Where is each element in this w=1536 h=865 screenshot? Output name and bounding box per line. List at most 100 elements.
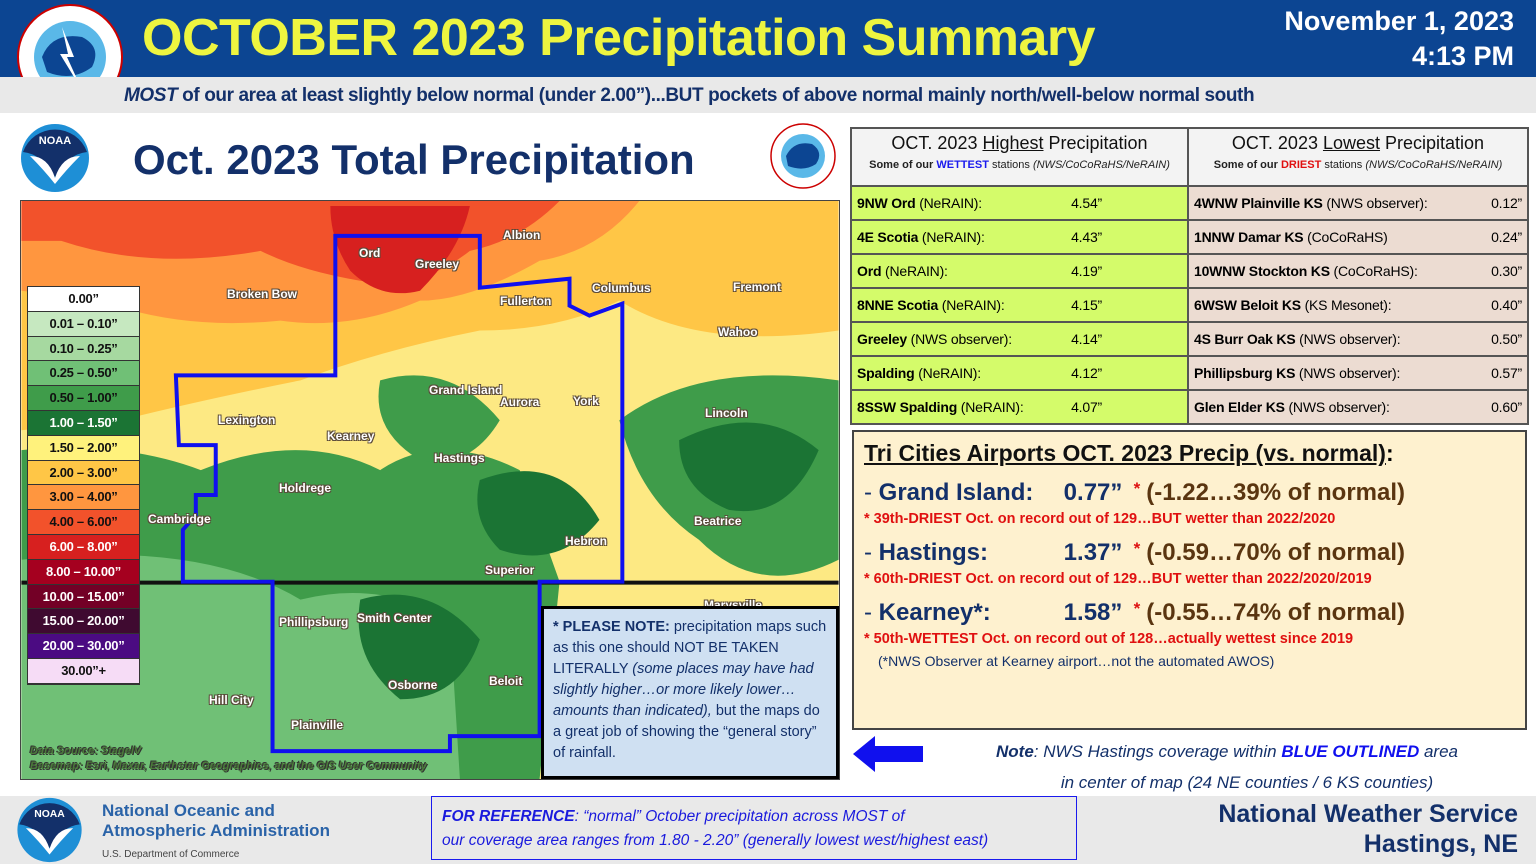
note-italic: (some places may have had slightly highe… — [553, 661, 814, 719]
station-name: 9NW Ord — [857, 195, 916, 211]
lowest-station-cell: 0.57” Phillipsburg KS (NWS observer): — [1187, 355, 1529, 391]
table-row: 4.15” 8NNE Scotia (NeRAIN): 0.40” 6WSW Belo… — [850, 287, 1529, 323]
station-name: 4WNW Plainville KS — [1194, 195, 1323, 211]
station-name: 4E Scotia — [857, 229, 919, 245]
station-name: 8NNE Scotia — [857, 297, 939, 313]
city-label: Fremont — [733, 280, 781, 294]
please-note-box: * PLEASE NOTE: precipitation maps such a… — [541, 606, 839, 779]
legend-item: 0.10 – 0.25” — [28, 336, 139, 362]
station-source: (NeRAIN): — [938, 297, 1005, 313]
station-source: (CoCoRaHS) — [1303, 229, 1388, 245]
city-label: Holdrege — [279, 481, 332, 495]
city-label: Hill City — [209, 693, 254, 707]
city-label: Smith Center — [357, 611, 432, 625]
station-value: 4.12” — [1071, 365, 1102, 381]
legend-item: 0.25 – 0.50” — [28, 361, 139, 387]
city-label: Fullerton — [500, 294, 552, 308]
city-label: Lincoln — [705, 406, 748, 420]
highest-station-cell: 4.14” Greeley (NWS observer): — [850, 321, 1189, 357]
kearney-footnote: (*NWS Observer at Kearney airport…not th… — [878, 653, 1275, 669]
tri-cities-box: Tri Cities Airports OCT. 2023 Precip (vs… — [852, 430, 1527, 730]
city-label: Broken Bow — [227, 287, 298, 301]
highest-station-cell: 4.43” 4E Scotia (NeRAIN): — [850, 219, 1189, 255]
airport-value: 1.58” — [1063, 599, 1123, 626]
legend-item: 4.00 – 6.00” — [28, 510, 139, 535]
timestamp: November 1, 2023 4:13 PM — [1254, 4, 1514, 74]
airport-name: Hastings: — [878, 539, 989, 566]
city-label: Superior — [485, 563, 535, 577]
city-label: Grand Island — [429, 383, 503, 397]
station-value: 4.15” — [1071, 297, 1102, 313]
table-row: 4.54” 9NW Ord (NeRAIN): 0.12” 4WNW Plainvil… — [850, 185, 1529, 221]
station-name: Greeley — [857, 331, 907, 347]
airport-record: * 60th-DRIEST Oct. on record out of 129…… — [864, 571, 1372, 587]
station-source: (NeRAIN): — [957, 399, 1024, 415]
station-name: Phillipsburg KS — [1194, 365, 1296, 381]
station-source: (NWS observer): — [1322, 195, 1428, 211]
airport-record: * 39th-DRIEST Oct. on record out of 129…… — [864, 511, 1336, 527]
airport-entry: - Hastings: 1.37” * (-0.59…70% of normal) * … — [864, 539, 1515, 587]
airport-value: 0.77” — [1063, 479, 1123, 506]
city-label: Wahoo — [718, 325, 758, 339]
city-label: Hastings — [434, 451, 485, 465]
highest-header: OCT. 2023 Highest Precipitation Some of … — [850, 127, 1189, 187]
lowest-station-cell: 0.60” Glen Elder KS (NWS observer): — [1187, 389, 1529, 425]
station-value: 0.57” — [1491, 365, 1522, 381]
airport-departure: (-0.55…74% of normal) — [1146, 599, 1406, 626]
airport-departure: (-1.22…39% of normal) — [1146, 479, 1406, 506]
lowest-station-cell: 0.50” 4S Burr Oak KS (NWS observer): — [1187, 321, 1529, 357]
city-label: Aurora — [500, 395, 540, 409]
table-row: 4.19” Ord (NeRAIN): 0.30” 10WNW Stockton KS… — [850, 253, 1529, 289]
legend-item: 0.00” — [28, 287, 139, 312]
city-label: Plainville — [291, 718, 344, 732]
legend-item: 3.00 – 4.00” — [28, 485, 139, 511]
station-name: 1NNW Damar KS — [1194, 229, 1304, 245]
noaa-logo-icon: NOAA — [21, 124, 89, 192]
highest-station-cell: 4.07” 8SSW Spalding (NeRAIN): — [850, 389, 1189, 425]
highest-station-cell: 4.54” 9NW Ord (NeRAIN): — [850, 185, 1189, 221]
reference-note: FOR REFERENCE: “normal” October precipit… — [431, 796, 1077, 860]
station-source: (NWS observer): — [1295, 365, 1401, 381]
coverage-outline — [173, 233, 625, 754]
legend-item: 2.00 – 3.00” — [28, 460, 139, 486]
note-heading: * PLEASE NOTE: — [553, 619, 670, 635]
nws-small-logo-icon — [770, 123, 836, 189]
map-title: Oct. 2023 Total Precipitation — [133, 136, 695, 183]
station-source: (NWS observer): — [906, 331, 1012, 347]
note-text-end: but the maps do a great job of showing t… — [553, 703, 820, 761]
map-legend: 0.00” 0.01 – 0.10” 0.10 – 0.25” 0.25 – 0.50… — [27, 286, 140, 685]
station-value: 0.24” — [1491, 229, 1522, 245]
station-source: (NWS observer): — [1284, 399, 1390, 415]
highest-station-cell: 4.15” 8NNE Scotia (NeRAIN): — [850, 287, 1189, 323]
map-credits: Data Source: StageIV Basemap: Esri, Maxar… — [30, 744, 530, 774]
station-value: 4.19” — [1071, 263, 1102, 279]
station-value: 4.54” — [1071, 195, 1102, 211]
page-title: OCTOBER 2023 Precipitation Summary — [142, 9, 1096, 67]
station-value: 4.14” — [1071, 331, 1102, 347]
station-source: (KS Mesonet): — [1300, 297, 1392, 313]
legend-item: 8.00 – 10.00” — [28, 559, 139, 585]
table-row: 4.12” Spalding (NeRAIN): 0.57” Phillipsburg… — [850, 355, 1529, 391]
subtitle-emphasis: MOST — [124, 85, 178, 106]
legend-item: 20.00 – 30.00” — [28, 634, 139, 659]
city-label: Albion — [503, 228, 541, 242]
station-source: (NeRAIN): — [918, 229, 985, 245]
city-label: Phillipsburg — [279, 615, 349, 629]
note-text: precipitation maps such as this one shou… — [553, 619, 827, 677]
station-value: 0.12” — [1491, 195, 1522, 211]
airport-record: * 50th-WETTEST Oct. on record out of 128… — [864, 631, 1354, 647]
city-label: Kearney — [327, 429, 375, 443]
time-text: 4:13 PM — [1411, 41, 1514, 71]
nws-office-name: National Weather Service Hastings, NE — [1218, 800, 1518, 858]
table-row: 4.43” 4E Scotia (NeRAIN): 0.24” 1NNW Damar … — [850, 219, 1529, 255]
subtitle: MOST of our area at least slightly below… — [124, 85, 1529, 107]
legend-item: 15.00 – 20.00” — [28, 609, 139, 635]
station-value: 4.07” — [1071, 399, 1102, 415]
lowest-station-cell: 0.12” 4WNW Plainville KS (NWS observer): — [1187, 185, 1529, 221]
date-text: November 1, 2023 — [1284, 6, 1514, 36]
highest-station-cell: 4.19” Ord (NeRAIN): — [850, 253, 1189, 289]
table-row: 4.14” Greeley (NWS observer): 0.50” 4S Burr… — [850, 321, 1529, 357]
legend-item: 30.00”+ — [28, 658, 139, 684]
station-name: Glen Elder KS — [1194, 399, 1285, 415]
station-name: 8SSW Spalding — [857, 399, 958, 415]
